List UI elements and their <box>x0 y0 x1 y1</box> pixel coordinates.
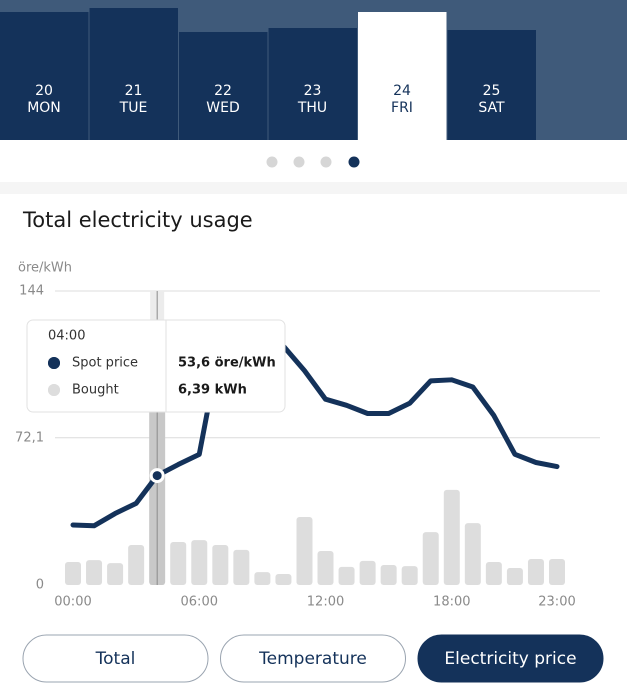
page-dot[interactable] <box>293 156 305 168</box>
day-date: 24 <box>393 83 411 99</box>
filter-button-label: Total <box>95 649 136 669</box>
filter-button[interactable] <box>417 634 604 683</box>
tooltip-swatch <box>48 357 60 369</box>
y-axis-label: öre/kWh <box>18 261 72 276</box>
day-weekday: SAT <box>478 100 505 116</box>
y-tick-label: 144 <box>19 284 44 299</box>
day-date: 21 <box>125 83 143 99</box>
tooltip-title: 04:00 <box>48 329 85 344</box>
tooltip-series-name: Spot price <box>72 356 138 371</box>
page-dot[interactable] <box>320 156 332 168</box>
filter-button-label: Temperature <box>258 649 367 669</box>
tooltip-value: 53,6 öre/kWh <box>178 356 276 371</box>
day-weekday: MON <box>27 100 61 116</box>
separator <box>0 182 627 194</box>
bar <box>549 558 565 585</box>
bar <box>107 563 124 585</box>
chart-title: Total electricity usage <box>22 208 253 232</box>
bar <box>527 558 544 585</box>
tooltip: 04:00 Spot price 53,6 öre/kWh Bought 6,39 kW… <box>26 319 286 413</box>
bar <box>296 517 313 585</box>
day-tab[interactable] <box>179 32 268 140</box>
day-tab[interactable] <box>447 30 537 140</box>
bar <box>233 549 250 585</box>
x-tick-label: 23:00 <box>538 595 575 610</box>
day-weekday: WED <box>206 100 239 116</box>
bar <box>359 560 376 585</box>
x-tick-label: 06:00 <box>181 595 218 610</box>
x-tick-label: 12:00 <box>307 595 344 610</box>
bar <box>254 572 271 585</box>
filter-button[interactable] <box>22 634 209 683</box>
day-tab[interactable] <box>268 28 358 140</box>
bar <box>317 551 334 585</box>
bar <box>212 544 229 585</box>
page-dot[interactable] <box>266 156 278 168</box>
bar <box>338 566 355 585</box>
bar <box>380 564 397 585</box>
y-tick-label: 72,1 <box>15 430 44 445</box>
bar <box>275 574 292 585</box>
y-tick-label: 0 <box>36 578 44 593</box>
day-weekday: THU <box>297 100 327 116</box>
tooltip-value: 6,39 kWh <box>178 383 247 398</box>
day-date: 23 <box>304 83 322 99</box>
filter-button-label: Electricity price <box>444 649 576 669</box>
day-tab[interactable] <box>0 12 89 140</box>
hover-point <box>149 468 165 484</box>
bar <box>191 540 208 585</box>
bar <box>170 541 187 585</box>
x-tick-label: 18:00 <box>433 595 470 610</box>
bar <box>65 561 81 585</box>
filter-button[interactable] <box>220 634 406 683</box>
day-weekday: TUE <box>119 100 148 116</box>
bar <box>464 523 481 585</box>
x-tick-label: 00:00 <box>54 595 91 610</box>
bar <box>485 561 502 585</box>
tooltip-box <box>26 319 286 413</box>
day-date: 25 <box>483 83 501 99</box>
tooltip-swatch <box>48 384 60 396</box>
bar <box>128 544 145 585</box>
day-date: 22 <box>214 83 232 99</box>
day-tab[interactable] <box>89 8 179 140</box>
bar <box>506 568 523 585</box>
page-dot[interactable] <box>348 156 360 168</box>
bar <box>401 566 418 585</box>
tooltip-series-name: Bought <box>72 383 119 398</box>
day-date: 20 <box>35 83 53 99</box>
bar <box>422 532 439 585</box>
day-tab[interactable] <box>358 12 447 140</box>
bar <box>443 489 460 585</box>
bar <box>86 560 103 585</box>
day-weekday: FRI <box>391 100 413 116</box>
